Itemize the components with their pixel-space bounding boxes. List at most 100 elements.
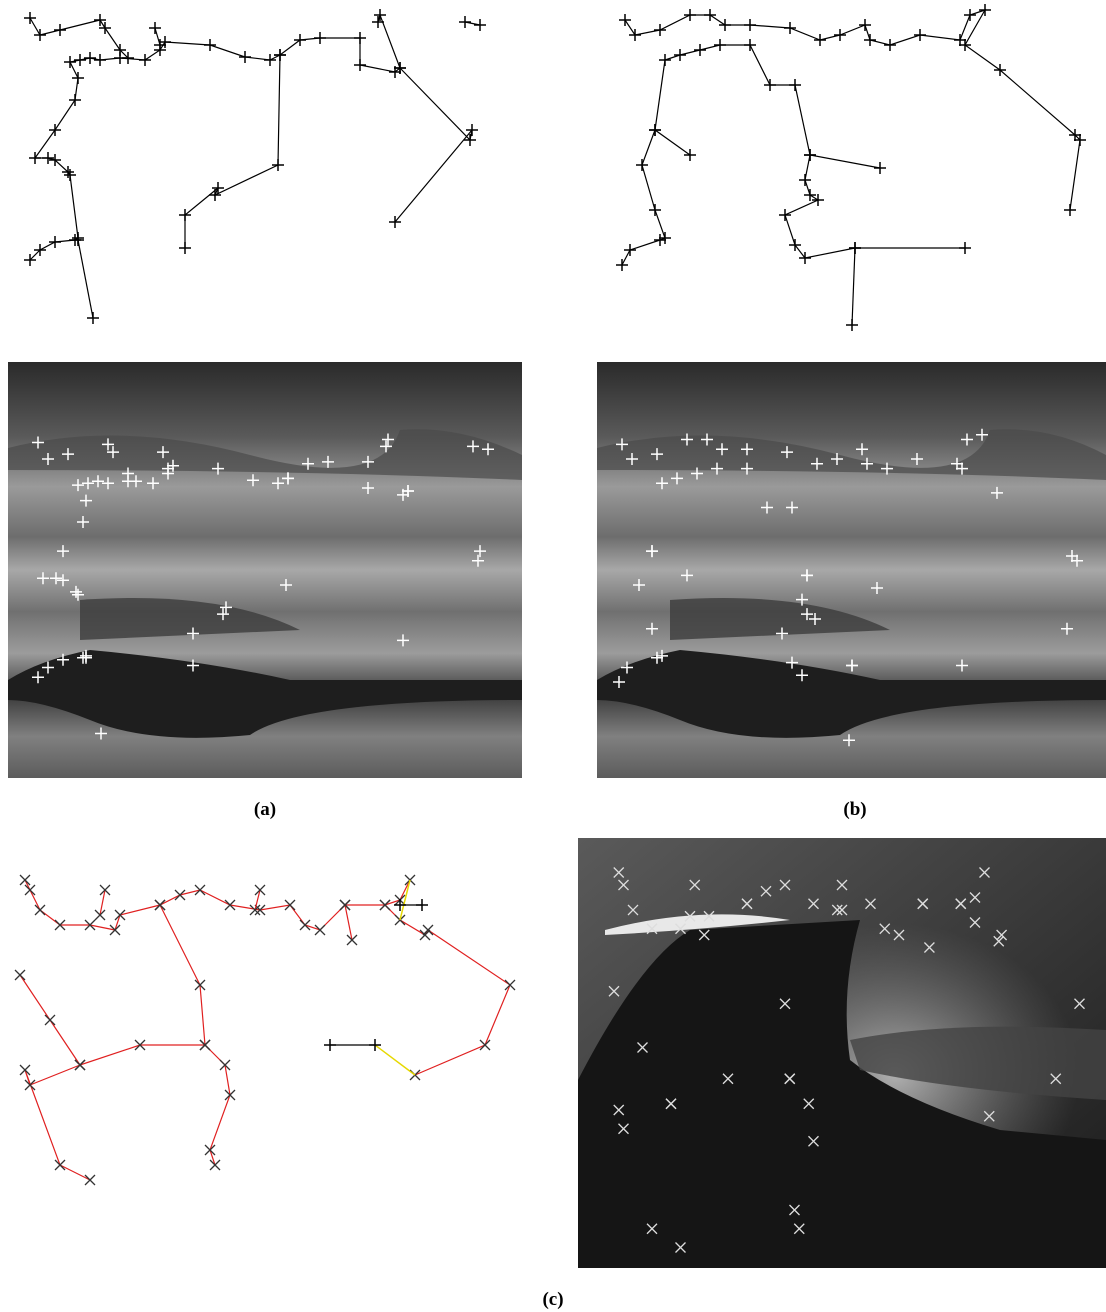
plus-marker [94,14,106,26]
cross-marker [423,925,433,935]
plus-marker [54,24,66,36]
plus-marker [369,1039,381,1051]
figure: (a) (b) (c) [0,0,1106,1312]
plus-marker [69,94,81,106]
panel-label: (c) [542,1289,563,1310]
cross-marker [255,885,265,895]
cross-marker [210,1160,220,1170]
plus-marker [72,234,84,246]
cross-marker [300,920,310,930]
plus-marker [744,39,756,51]
plus-marker [324,1039,336,1051]
plus-marker [779,209,791,221]
plus-marker [846,319,858,331]
plus-marker [849,242,861,254]
plus-marker [764,79,776,91]
scanpath-line [385,905,510,1075]
plus-marker [636,159,648,171]
plus-marker [959,39,971,51]
cross-marker [115,910,125,920]
plus-marker [684,149,696,161]
cross-marker [315,925,325,935]
plus-marker [49,124,61,136]
scanpath-line [400,880,410,920]
cross-marker [155,900,165,910]
photo-b [597,362,1106,778]
cross-marker [175,890,185,900]
plus-marker [149,22,161,34]
plus-marker [864,34,876,46]
plus-marker [684,9,696,21]
plus-marker [159,36,171,48]
plus-marker [24,12,36,24]
cross-marker [480,1040,490,1050]
scanpath-line [25,880,410,930]
plus-marker [784,22,796,34]
cross-marker [20,1065,30,1075]
plus-marker [99,22,111,34]
plus-marker [812,194,824,206]
plus-marker [714,39,726,51]
plus-marker [139,54,151,66]
scanpath-graph-c [15,875,515,1185]
scanpath-line [378,15,400,68]
plus-marker [354,32,366,44]
plus-marker [154,39,166,51]
plus-marker [799,174,811,186]
cross-marker [75,1060,85,1070]
scanpath-line [375,1045,415,1075]
cross-marker [95,910,105,920]
plus-marker [272,159,284,171]
cross-marker [85,1175,95,1185]
plus-marker [294,34,306,46]
scanpath-line [30,38,472,260]
scanpath-line [625,10,1080,210]
plus-marker [629,29,641,41]
plus-marker [814,34,826,46]
cross-marker [505,980,515,990]
plus-marker [659,54,671,66]
plus-marker [34,29,46,41]
plus-marker [49,236,61,248]
plus-marker [789,239,801,251]
photo-a [8,362,522,778]
plus-marker [209,189,221,201]
plus-marker [374,9,386,21]
cross-marker [100,885,110,895]
scanpath-line [785,155,965,258]
plus-marker [799,252,811,264]
plus-marker [789,79,801,91]
plus-marker [649,124,661,136]
plus-marker [29,152,41,164]
scanpath-line [78,240,93,318]
scanpath-line [30,18,128,58]
plus-marker [704,9,716,21]
plus-marker [314,32,326,44]
plus-marker [1064,204,1076,216]
plus-marker [804,189,816,201]
panel-label: (b) [843,799,866,820]
plus-marker [884,39,896,51]
panel-label: (a) [254,799,276,820]
plus-marker [204,39,216,51]
plus-marker [654,24,666,36]
cross-marker [45,1015,55,1025]
scanpath-line [345,905,352,940]
plus-marker [274,49,286,61]
plus-marker [624,244,636,256]
scanpath-graph-b [616,4,1086,331]
plus-marker [649,204,661,216]
plus-marker [264,54,276,66]
scanpath-line [622,130,690,265]
plus-marker [94,54,106,66]
photo-c [578,838,1106,1268]
plus-marker [72,72,84,84]
cross-marker [55,1160,65,1170]
cross-marker [347,935,357,945]
plus-marker [64,56,76,68]
plus-marker [42,152,54,164]
plus-marker [354,59,366,71]
cross-marker [25,885,35,895]
plus-marker [914,29,926,41]
plus-marker [959,242,971,254]
